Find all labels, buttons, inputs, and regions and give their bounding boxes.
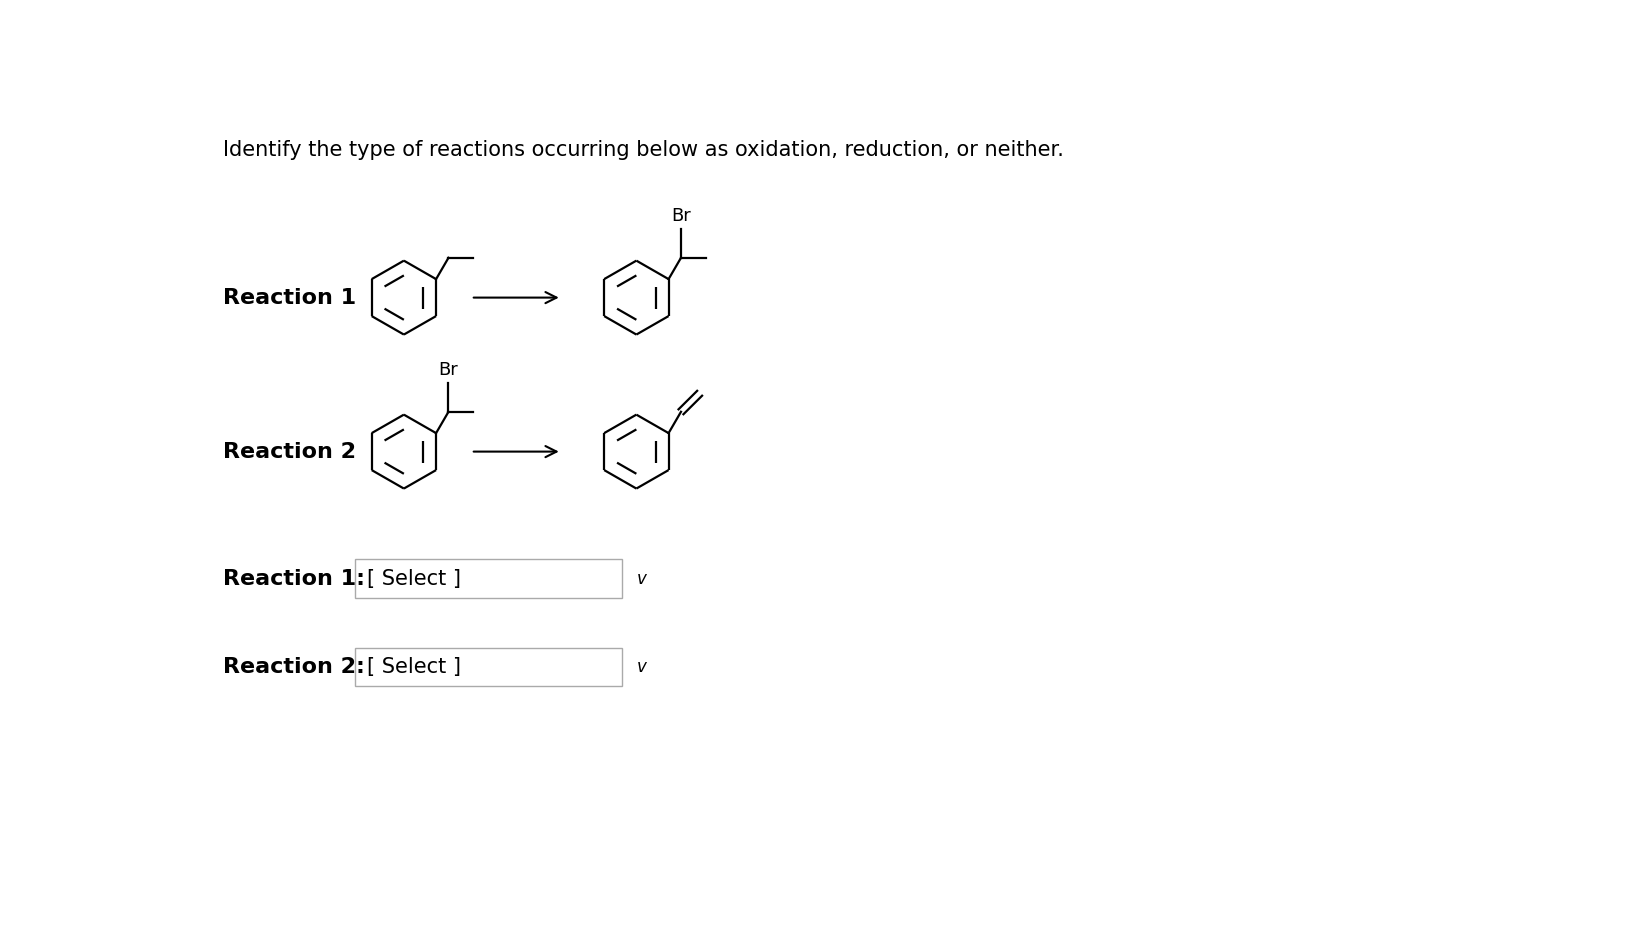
Text: Br: Br (439, 362, 459, 380)
Text: v: v (637, 658, 647, 676)
Text: [ Select ]: [ Select ] (366, 657, 460, 677)
Text: v: v (637, 570, 647, 588)
Text: [ Select ]: [ Select ] (366, 569, 460, 588)
Text: Reaction 1:: Reaction 1: (223, 569, 365, 588)
Bar (355, 559, 622, 598)
Text: Reaction 2:: Reaction 2: (223, 657, 365, 677)
Bar (355, 648, 622, 686)
Text: Identify the type of reactions occurring below as oxidation, reduction, or neith: Identify the type of reactions occurring… (223, 140, 1064, 160)
Text: Reaction 1: Reaction 1 (223, 288, 356, 307)
Text: Br: Br (672, 208, 691, 226)
Text: Reaction 2: Reaction 2 (223, 442, 356, 462)
